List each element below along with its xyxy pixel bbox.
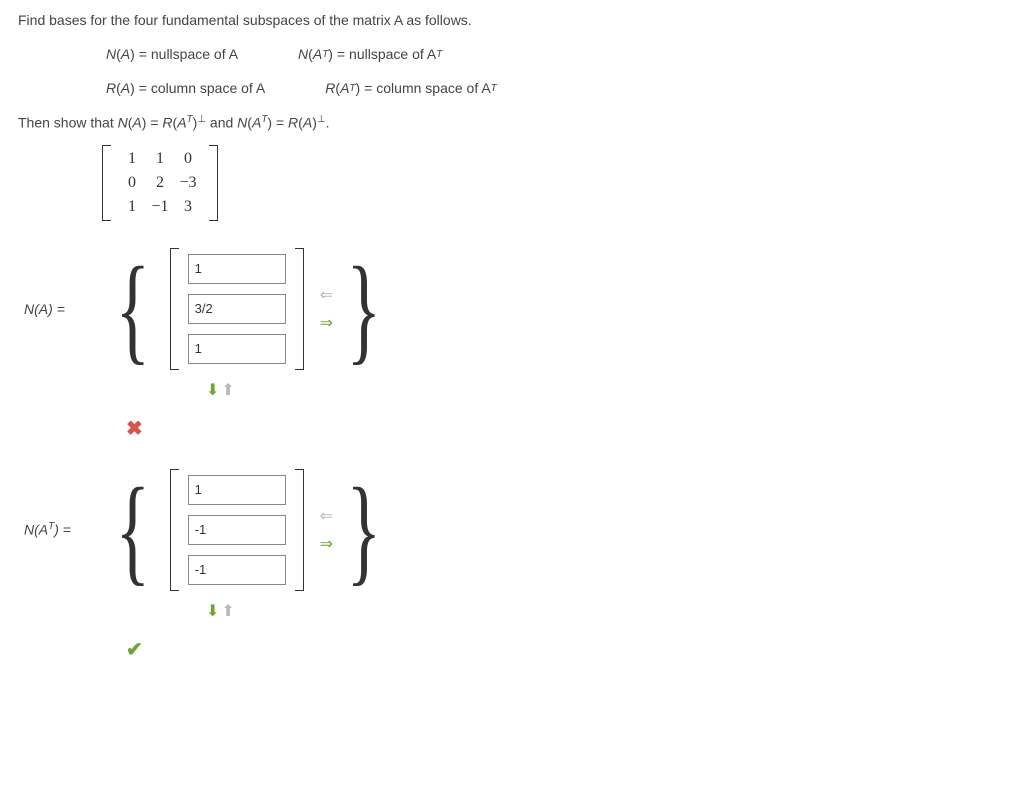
add-column-icon[interactable]: ⇒: [320, 534, 333, 554]
remove-column-icon[interactable]: ⇐: [320, 285, 333, 305]
add-row-icon[interactable]: ⬇: [206, 380, 219, 400]
def-rat: R(AT) = column space of AT: [325, 80, 497, 96]
add-row-icon[interactable]: ⬇: [206, 601, 219, 621]
def-ra: R(A) = column space of A: [106, 80, 265, 96]
remove-column-icon[interactable]: ⇐: [320, 506, 333, 526]
remove-row-icon[interactable]: ⬆: [221, 380, 234, 400]
add-column-icon[interactable]: ⇒: [320, 313, 333, 333]
na-input-3[interactable]: [188, 334, 286, 364]
intro-text: Find bases for the four fundamental subs…: [18, 12, 1006, 28]
matrix-a: 110 02−3 1−13: [102, 145, 1006, 224]
def-na: N(A) = nullspace of A: [106, 46, 238, 62]
nat-answer-row: N(AT) = { ⇐ ⇒ }: [24, 469, 1006, 591]
correct-icon: ✔: [126, 639, 143, 661]
then-show-text: Then show that N(A) = R(AT)⊥ and N(AT) =…: [18, 114, 1006, 131]
na-input-1[interactable]: [188, 254, 286, 284]
nat-input-1[interactable]: [188, 475, 286, 505]
remove-row-icon[interactable]: ⬆: [221, 601, 234, 621]
nat-input-3[interactable]: [188, 555, 286, 585]
nat-row-controls: ⬇ ⬆: [206, 601, 1006, 621]
na-input-2[interactable]: [188, 294, 286, 324]
na-answer-row: N(A) = { ⇐ ⇒ }: [24, 248, 1006, 370]
incorrect-icon: ✖: [126, 418, 143, 440]
def-nat: N(AT) = nullspace of AT: [298, 46, 442, 62]
definitions-block: N(A) = nullspace of A N(AT) = nullspace …: [106, 46, 1006, 96]
na-row-controls: ⬇ ⬆: [206, 380, 1006, 400]
nat-label: N(AT) =: [24, 521, 102, 538]
na-label: N(A) =: [24, 301, 102, 317]
nat-input-2[interactable]: [188, 515, 286, 545]
